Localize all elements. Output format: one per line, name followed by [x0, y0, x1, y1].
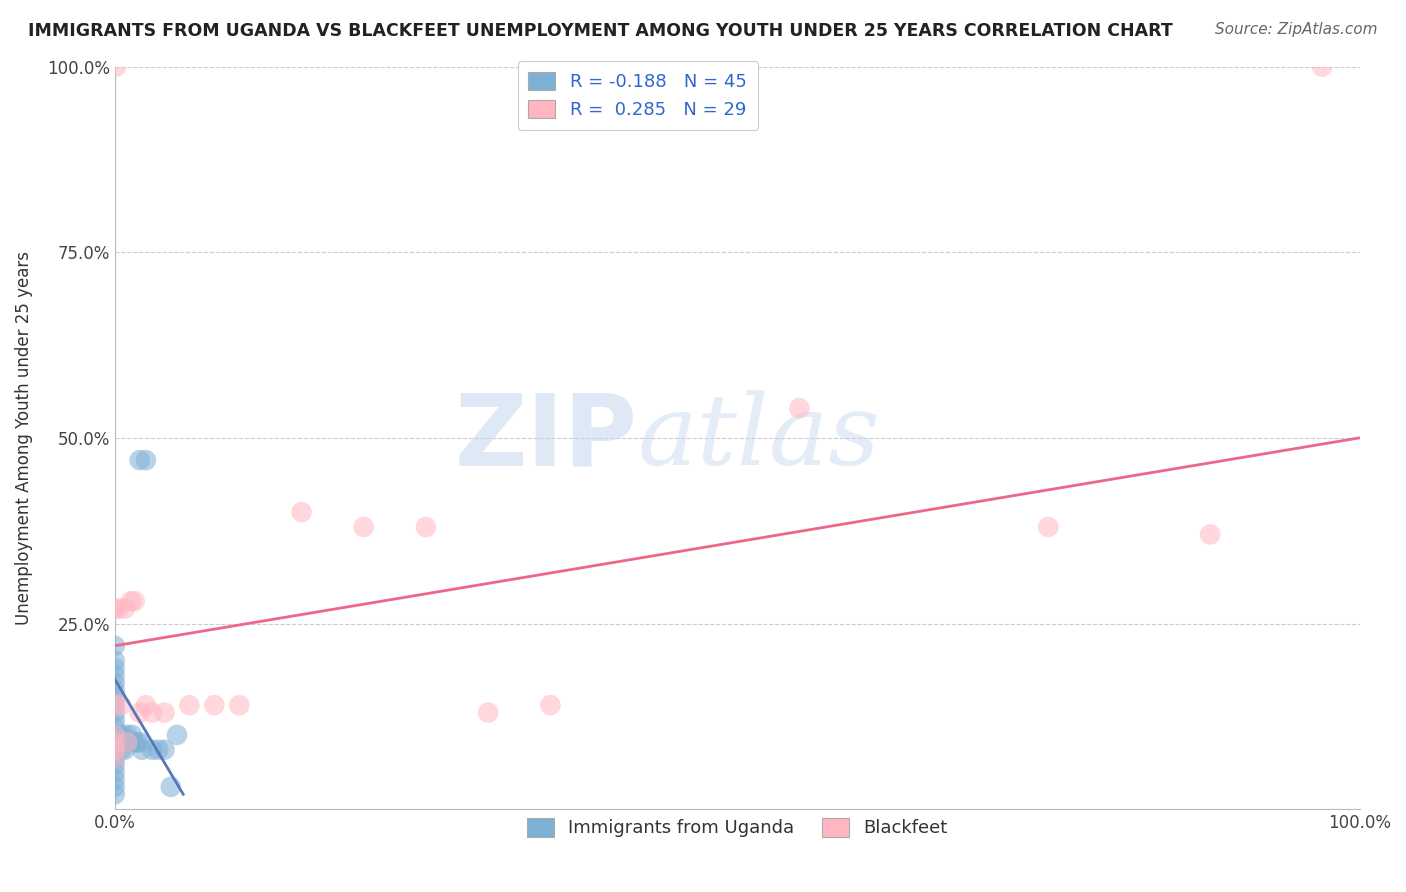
Y-axis label: Unemployment Among Youth under 25 years: Unemployment Among Youth under 25 years [15, 251, 32, 625]
Point [135, 453, 157, 467]
Point [1199, 527, 1222, 541]
Point [153, 706, 176, 720]
Point [135, 698, 157, 713]
Point [104, 750, 127, 764]
Point [1310, 60, 1333, 74]
Point [104, 676, 127, 690]
Point [104, 735, 127, 749]
Point [104, 698, 127, 713]
Point [107, 601, 129, 615]
Point [128, 735, 150, 749]
Point [104, 706, 127, 720]
Point [104, 750, 127, 764]
Point [228, 698, 250, 713]
Point [202, 698, 225, 713]
Point [112, 735, 135, 749]
Point [115, 735, 138, 749]
Point [353, 520, 375, 534]
Point [124, 594, 146, 608]
Text: ZIP: ZIP [454, 390, 637, 486]
Point [104, 668, 127, 682]
Point [104, 728, 127, 742]
Point [477, 706, 499, 720]
Point [104, 764, 127, 779]
Point [104, 757, 127, 772]
Text: atlas: atlas [637, 390, 880, 485]
Point [110, 743, 132, 757]
Point [128, 706, 150, 720]
Point [104, 728, 127, 742]
Point [124, 735, 146, 749]
Point [104, 728, 127, 742]
Point [290, 505, 312, 519]
Point [104, 721, 127, 735]
Point [104, 743, 127, 757]
Point [118, 735, 141, 749]
Point [110, 698, 132, 713]
Point [104, 735, 127, 749]
Point [104, 713, 127, 727]
Point [115, 735, 138, 749]
Point [115, 728, 138, 742]
Point [121, 728, 143, 742]
Point [104, 698, 127, 713]
Point [107, 735, 129, 749]
Point [141, 743, 163, 757]
Point [104, 683, 127, 698]
Point [120, 594, 142, 608]
Point [1038, 520, 1060, 534]
Point [141, 706, 163, 720]
Point [131, 743, 153, 757]
Point [127, 735, 149, 749]
Point [114, 743, 136, 757]
Point [114, 601, 136, 615]
Point [104, 661, 127, 675]
Point [148, 743, 170, 757]
Point [115, 735, 138, 749]
Point [153, 743, 176, 757]
Text: IMMIGRANTS FROM UGANDA VS BLACKFEET UNEMPLOYMENT AMONG YOUTH UNDER 25 YEARS CORR: IMMIGRANTS FROM UGANDA VS BLACKFEET UNEM… [28, 22, 1173, 40]
Point [415, 520, 437, 534]
Point [104, 787, 127, 801]
Point [104, 601, 127, 615]
Point [104, 639, 127, 653]
Point [538, 698, 561, 713]
Point [104, 60, 127, 74]
Legend: Immigrants from Uganda, Blackfeet: Immigrants from Uganda, Blackfeet [520, 811, 955, 845]
Point [104, 750, 127, 764]
Point [789, 401, 811, 416]
Point [159, 780, 181, 794]
Point [104, 654, 127, 668]
Point [108, 735, 131, 749]
Point [104, 780, 127, 794]
Point [128, 453, 150, 467]
Point [104, 690, 127, 705]
Point [104, 743, 127, 757]
Text: Source: ZipAtlas.com: Source: ZipAtlas.com [1215, 22, 1378, 37]
Point [166, 728, 188, 742]
Point [105, 728, 128, 742]
Point [179, 698, 201, 713]
Point [111, 728, 134, 742]
Point [104, 772, 127, 787]
